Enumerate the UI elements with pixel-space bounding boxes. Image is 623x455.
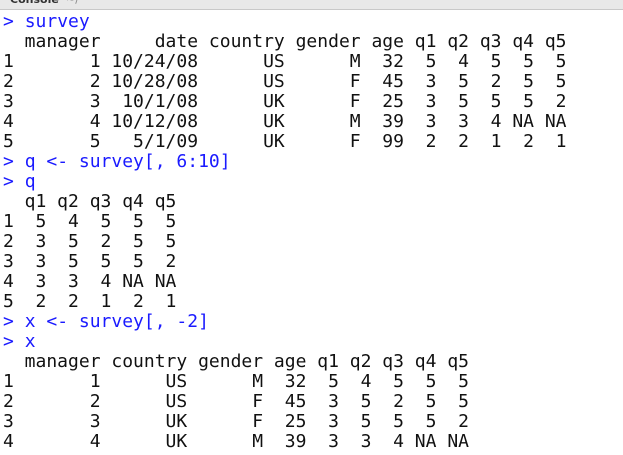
command: x xyxy=(24,331,36,352)
command-line: > q xyxy=(3,172,623,192)
output-line: q1 q2 q3 q4 q5 xyxy=(3,191,177,212)
output-line: 4 4 UK M 39 3 3 4 NA NA xyxy=(3,431,469,452)
output-line: 2 2 10/28/08 US F 45 3 5 2 5 5 xyxy=(3,71,567,92)
output-line: 3 3 10/1/08 UK F 25 3 5 5 5 2 xyxy=(3,91,567,112)
command-line: > x <- survey[, -2] xyxy=(3,312,623,332)
console-title: Console xyxy=(10,0,59,6)
output-line: 2 3 5 2 5 5 xyxy=(3,231,177,252)
output-line: manager date country gender age q1 q2 q3… xyxy=(3,31,567,52)
command: x <- survey[, -2] xyxy=(24,311,209,332)
output-line: 4 3 3 4 NA NA xyxy=(3,271,177,292)
console: > survey manager date country gender age… xyxy=(0,10,623,452)
output-line: 1 1 10/24/08 US M 32 5 4 5 5 5 xyxy=(3,51,567,72)
command-line: > survey xyxy=(3,12,623,32)
prompt: > xyxy=(3,331,14,352)
output-line: 5 2 2 1 2 1 xyxy=(3,291,177,312)
output-line: 1 1 US M 32 5 4 5 5 5 xyxy=(3,371,469,392)
command: survey xyxy=(24,11,90,32)
prompt: > xyxy=(3,311,14,332)
prompt: > xyxy=(3,151,14,172)
output-line: 3 3 5 5 5 2 xyxy=(3,251,177,272)
prompt: > xyxy=(3,171,14,192)
console-path: ~/ xyxy=(66,0,79,6)
command: q xyxy=(24,171,36,192)
command: q <- survey[, 6:10] xyxy=(24,151,231,172)
command-line: > x xyxy=(3,332,623,352)
console-header: Console ~/ xyxy=(0,0,623,10)
output-line: 5 5 5/1/09 UK F 99 2 2 1 2 1 xyxy=(3,131,567,152)
output-line: 2 2 US F 45 3 5 2 5 5 xyxy=(3,391,469,412)
command-line: > q <- survey[, 6:10] xyxy=(3,152,623,172)
output-line: manager country gender age q1 q2 q3 q4 q… xyxy=(3,351,469,372)
prompt: > xyxy=(3,11,14,32)
output-line: 3 3 UK F 25 3 5 5 5 2 xyxy=(3,411,469,432)
output-line: 1 5 4 5 5 5 xyxy=(3,211,177,232)
output-line: 4 4 10/12/08 UK M 39 3 3 4 NA NA xyxy=(3,111,567,132)
